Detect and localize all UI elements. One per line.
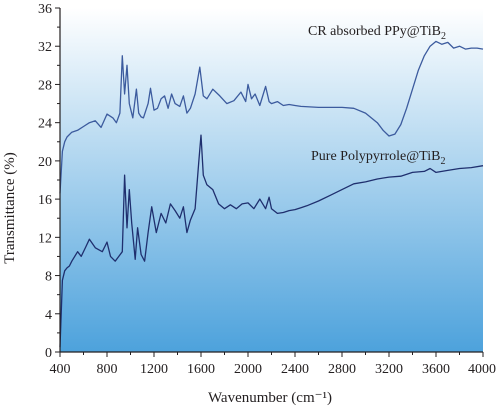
x-tick-label: 2000 bbox=[234, 362, 262, 377]
x-tick-label: 1600 bbox=[187, 362, 215, 377]
y-axis-label: Transmittance (%) bbox=[2, 152, 18, 264]
y-tick-label: 0 bbox=[45, 346, 52, 361]
x-tick-label: 3600 bbox=[422, 362, 450, 377]
series-label-subscript: 2 bbox=[441, 31, 446, 42]
y-tick-label: 28 bbox=[38, 78, 52, 93]
series-line-1 bbox=[59, 40, 484, 194]
y-tick-label: 32 bbox=[38, 40, 52, 55]
x-tick-label: 4000 bbox=[468, 362, 496, 377]
x-tick-label: 400 bbox=[50, 362, 71, 377]
x-axis-label: Wavenumber (cm⁻¹) bbox=[208, 390, 332, 406]
series-label-subscript: 2 bbox=[440, 156, 445, 167]
series-lines bbox=[59, 40, 484, 348]
series-label-2: Pure Polypyrrole@TiB2 bbox=[311, 149, 445, 167]
plot-area bbox=[60, 8, 483, 352]
x-tick-label: 3200 bbox=[375, 362, 403, 377]
x-axis-ticks: 400 800 1200 1600 2000 2400 2800 3200 3600 4000 bbox=[50, 352, 496, 377]
y-axis-ticks: 0 4 8 12 16 20 24 28 32 36 bbox=[38, 2, 60, 361]
series-label-1: CR absorbed PPy@TiB2 bbox=[308, 24, 446, 42]
y-tick-label: 8 bbox=[45, 270, 52, 285]
y-tick-label: 16 bbox=[38, 193, 52, 208]
series-line-2 bbox=[59, 134, 484, 348]
y-tick-label: 36 bbox=[38, 2, 52, 17]
x-tick-label: 2400 bbox=[281, 362, 309, 377]
y-tick-label: 4 bbox=[45, 308, 52, 323]
x-tick-label: 1200 bbox=[140, 362, 168, 377]
y-tick-label: 12 bbox=[38, 231, 52, 246]
y-tick-label: 24 bbox=[38, 117, 52, 132]
series-label-text: Pure Polypyrrole@TiB bbox=[311, 149, 440, 164]
series-label-text: CR absorbed PPy@TiB bbox=[308, 24, 441, 39]
x-tick-label: 2800 bbox=[328, 362, 356, 377]
y-tick-label: 20 bbox=[38, 155, 52, 170]
x-tick-label: 800 bbox=[97, 362, 118, 377]
